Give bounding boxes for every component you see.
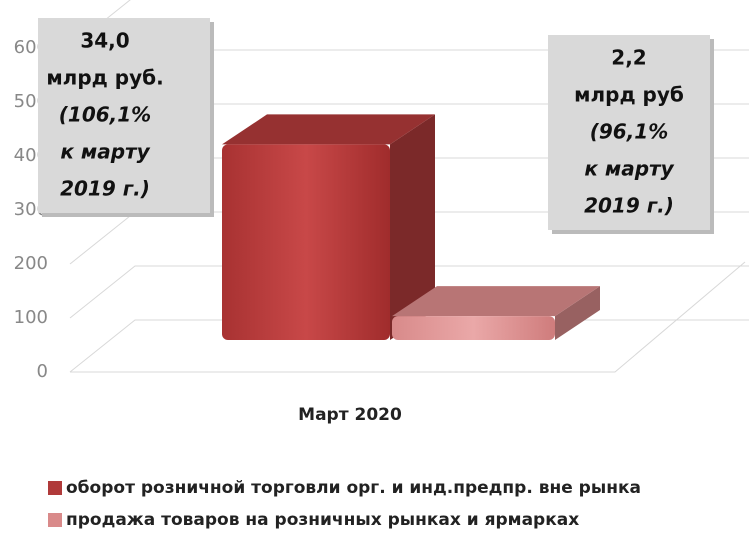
legend-swatch	[48, 481, 62, 495]
legend-label: оборот розничной торговли орг. и инд.пре…	[66, 478, 641, 498]
bar-side	[390, 114, 435, 341]
annotation-line: 34,0	[80, 29, 129, 53]
bar-top	[392, 286, 600, 317]
annotation-line: к марту	[584, 157, 674, 181]
annotation-box	[548, 35, 710, 230]
y-tick-label: 0	[37, 361, 48, 382]
annotation-line: (96,1%	[590, 120, 669, 144]
bar	[392, 286, 600, 340]
annotation-line: млрд руб.	[46, 66, 163, 90]
annotation-line: 2,2	[611, 46, 646, 70]
annotation-line: 2019 г.)	[584, 194, 674, 218]
bar	[222, 114, 435, 341]
legend-label: продажа товаров на розничных рынках и яр…	[66, 510, 579, 530]
annotation-line: 2019 г.)	[60, 177, 150, 201]
annotation-line: (106,1%	[59, 103, 151, 127]
floor	[70, 261, 746, 373]
annotation-line: млрд руб	[574, 83, 684, 107]
y-tick-label: 200	[14, 253, 48, 274]
x-tick-label: Март 2020	[298, 405, 402, 425]
bar-side	[555, 286, 600, 340]
annotation-box	[38, 18, 210, 213]
legend-swatch	[48, 513, 62, 527]
bar-front	[222, 144, 390, 340]
annotation-line: к марту	[60, 140, 150, 164]
grid-line	[69, 265, 749, 319]
bar-front	[392, 316, 555, 340]
bar-top	[222, 114, 435, 145]
y-tick-label: 100	[14, 307, 48, 328]
